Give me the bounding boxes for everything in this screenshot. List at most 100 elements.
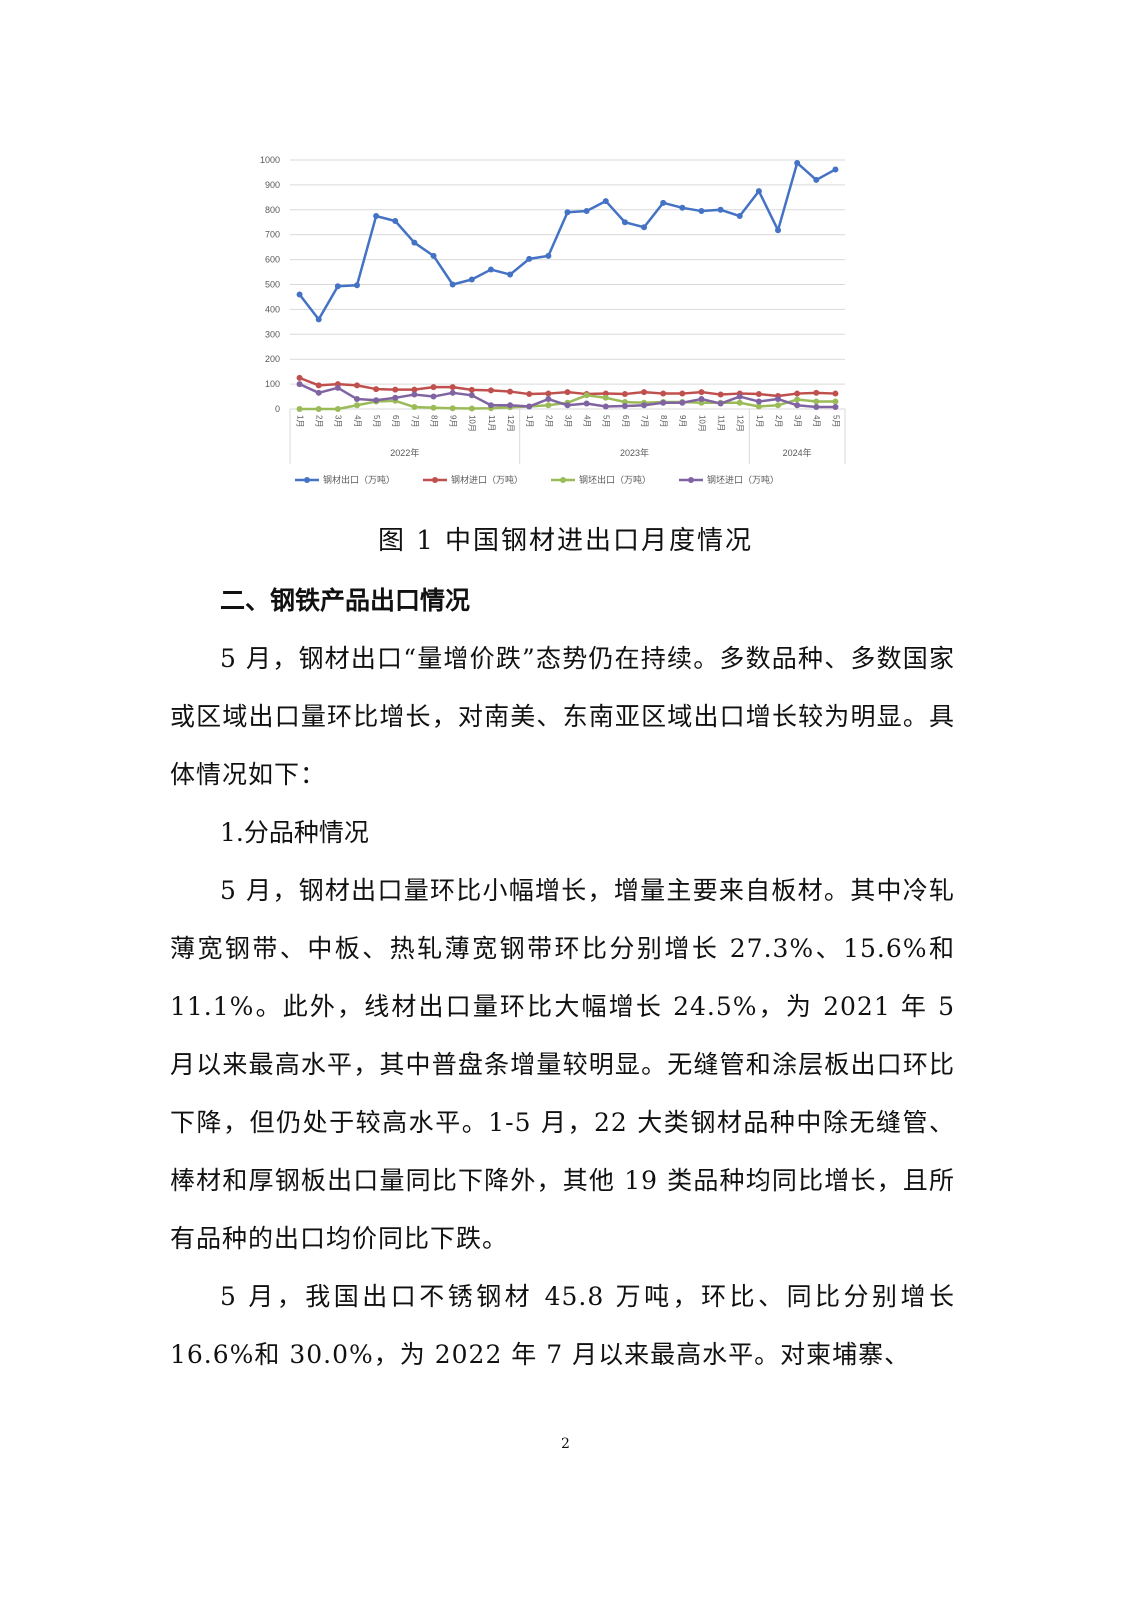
x-tick-label: 10月: [697, 415, 706, 432]
data-point: [545, 390, 552, 397]
page-number: 2: [561, 1436, 570, 1452]
data-point: [449, 384, 456, 391]
data-point: [583, 208, 590, 215]
data-point: [468, 386, 475, 393]
data-point: [430, 384, 437, 391]
x-tick-label: 3月: [793, 415, 802, 427]
data-point: [794, 402, 801, 409]
data-point: [813, 389, 820, 396]
data-point: [430, 252, 437, 259]
data-point: [813, 176, 820, 183]
paragraph: 5 月，钢材出口量环比小幅增长，增量主要来自板材。其中冷轧薄宽钢带、中板、热轧薄…: [170, 876, 955, 1253]
data-point: [736, 399, 743, 406]
subsection-heading: 1.分品种情况: [220, 818, 369, 847]
data-point: [334, 384, 341, 391]
x-tick-label: 8月: [659, 415, 668, 427]
data-point: [775, 396, 782, 403]
data-point: [334, 406, 341, 412]
x-tick-label: 11月: [716, 415, 725, 431]
data-point: [296, 374, 303, 381]
steel-import-export-chart: 0 100 200 300 400 500 600 700 800 900 1000 1月 2月 3月 4月…: [260, 155, 846, 486]
x-tick-label: 1月: [755, 415, 764, 427]
legend-marker: [432, 477, 438, 483]
data-point: [679, 390, 686, 397]
year-label: 2024年: [783, 447, 812, 458]
data-point: [430, 404, 437, 411]
legend-label: 钢坯进口（万吨）: [707, 474, 779, 486]
data-point: [679, 399, 686, 406]
data-point: [698, 208, 705, 215]
data-point: [717, 391, 724, 398]
x-tick-label: 11月: [487, 415, 496, 431]
x-tick-label: 5月: [831, 415, 840, 427]
data-point: [392, 386, 399, 393]
data-point: [468, 392, 475, 399]
data-point: [602, 403, 609, 410]
data-point: [602, 198, 609, 205]
data-point: [411, 391, 418, 398]
y-tick-label: 900: [265, 180, 280, 190]
data-point: [583, 392, 590, 399]
data-point: [564, 389, 571, 396]
x-tick-label: 7月: [410, 415, 419, 427]
data-point: [526, 403, 533, 410]
data-point: [564, 209, 571, 216]
x-tick-label: 3月: [563, 415, 572, 427]
data-point: [660, 399, 667, 406]
x-tick-label: 5月: [372, 415, 381, 427]
y-tick-label: 0: [275, 404, 280, 414]
data-point: [353, 382, 360, 389]
legend-label: 钢材进口（万吨）: [451, 474, 523, 486]
data-point: [602, 390, 609, 397]
data-point: [602, 394, 609, 401]
data-point: [698, 389, 705, 396]
data-point: [353, 282, 360, 289]
data-point: [717, 400, 724, 407]
paragraph: 5 月，钢材出口“量增价跌”态势仍在持续。多数品种、多数国家或区域出口量环比增长…: [170, 644, 955, 789]
data-point: [526, 391, 533, 398]
y-tick-label: 500: [265, 280, 280, 290]
year-label: 2023年: [620, 447, 649, 458]
data-point: [449, 281, 456, 288]
x-tick-label: 4月: [812, 415, 821, 427]
paragraph: 5 月，我国出口不锈钢材 45.8 万吨，环比、同比分别增长 16.6%和 30…: [170, 1282, 955, 1369]
document-body: 二、钢铁产品出口情况 5 月，钢材出口“量增价跌”态势仍在持续。多数品种、多数国…: [170, 572, 955, 1384]
data-point: [449, 389, 456, 396]
x-tick-label: 9月: [449, 415, 458, 427]
x-tick-label: 3月: [334, 415, 343, 427]
data-point: [430, 393, 437, 400]
data-point: [641, 402, 648, 409]
data-point: [411, 404, 418, 411]
y-tick-label: 400: [265, 304, 280, 314]
y-tick-label: 100: [265, 379, 280, 389]
data-point: [545, 252, 552, 259]
series-line: [298, 161, 837, 321]
data-point: [411, 239, 418, 246]
data-point: [392, 394, 399, 401]
data-point: [507, 271, 514, 278]
data-point: [468, 405, 475, 412]
year-label: 2022年: [390, 447, 419, 458]
data-point: [353, 402, 360, 409]
data-point: [660, 199, 667, 206]
x-tick-label: 1月: [295, 415, 304, 427]
data-point: [315, 389, 322, 396]
data-point: [660, 390, 667, 397]
legend-marker: [688, 477, 694, 483]
data-point: [373, 386, 380, 393]
data-point: [315, 406, 322, 412]
data-point: [545, 396, 552, 403]
data-point: [794, 390, 801, 397]
data-point: [353, 396, 360, 403]
data-point: [373, 213, 380, 220]
x-tick-label: 12月: [736, 415, 745, 432]
data-point: [411, 386, 418, 393]
section-heading: 二、钢铁产品出口情况: [220, 586, 471, 615]
data-point: [832, 390, 839, 397]
data-point: [487, 387, 494, 394]
data-point: [832, 166, 839, 173]
data-point: [564, 402, 571, 409]
y-tick-label: 1000: [260, 155, 280, 165]
legend-marker: [304, 477, 310, 483]
data-point: [736, 393, 743, 400]
